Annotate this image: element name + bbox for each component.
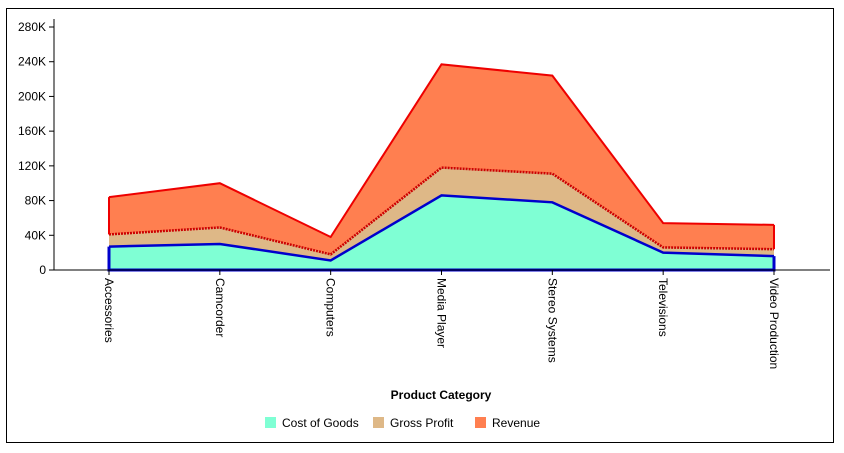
area-gross-profit	[109, 167, 774, 261]
area-revenue	[109, 64, 774, 255]
line-cost-of-goods	[108, 194, 775, 262]
legend-swatch-gross-profit	[373, 417, 384, 428]
x-tick-label: Media Player	[435, 278, 449, 348]
area-cost-of-goods	[109, 195, 774, 270]
y-tick-label: 40K	[25, 228, 46, 242]
y-tick-label: 280K	[18, 20, 46, 34]
legend-label-revenue: Revenue	[492, 416, 540, 430]
line-gross-profit	[108, 166, 775, 256]
y-tick-label: 120K	[18, 159, 46, 173]
plot-area	[107, 63, 776, 272]
x-tick-label: Camcorder	[213, 278, 227, 337]
y-tick-label: 0	[39, 263, 46, 277]
x-axis-title: Product Category	[391, 388, 492, 402]
y-tick-label: 240K	[18, 55, 46, 69]
x-tick-label: Computers	[324, 278, 338, 337]
legend-swatch-cost-of-goods	[265, 417, 276, 428]
x-tick-label: Televisions	[656, 278, 670, 337]
x-tick-label: Video Production	[767, 278, 781, 369]
y-tick-label: 160K	[18, 124, 46, 138]
x-axis-ticks: Accessories Camcorder Computers Media Playe…	[102, 270, 781, 369]
y-tick-label: 80K	[25, 194, 46, 208]
y-tick-label: 200K	[18, 89, 46, 103]
x-tick-label: Accessories	[102, 278, 116, 343]
legend-label-cost-of-goods: Cost of Goods	[282, 416, 359, 430]
y-axis-ticks: 0 40K 80K 120K 160K 200K 240K 280K	[18, 20, 54, 277]
line-revenue	[108, 63, 775, 239]
area-chart: 0 40K 80K 120K 160K 200K 240K 280K Accessories C…	[18, 19, 830, 430]
chart-frame: 0 40K 80K 120K 160K 200K 240K 280K Accessories C…	[6, 8, 834, 443]
x-tick-label: Stereo Systems	[545, 278, 559, 363]
legend: Cost of Goods Gross Profit Revenue	[265, 416, 540, 430]
legend-label-gross-profit: Gross Profit	[390, 416, 454, 430]
legend-swatch-revenue	[475, 417, 486, 428]
